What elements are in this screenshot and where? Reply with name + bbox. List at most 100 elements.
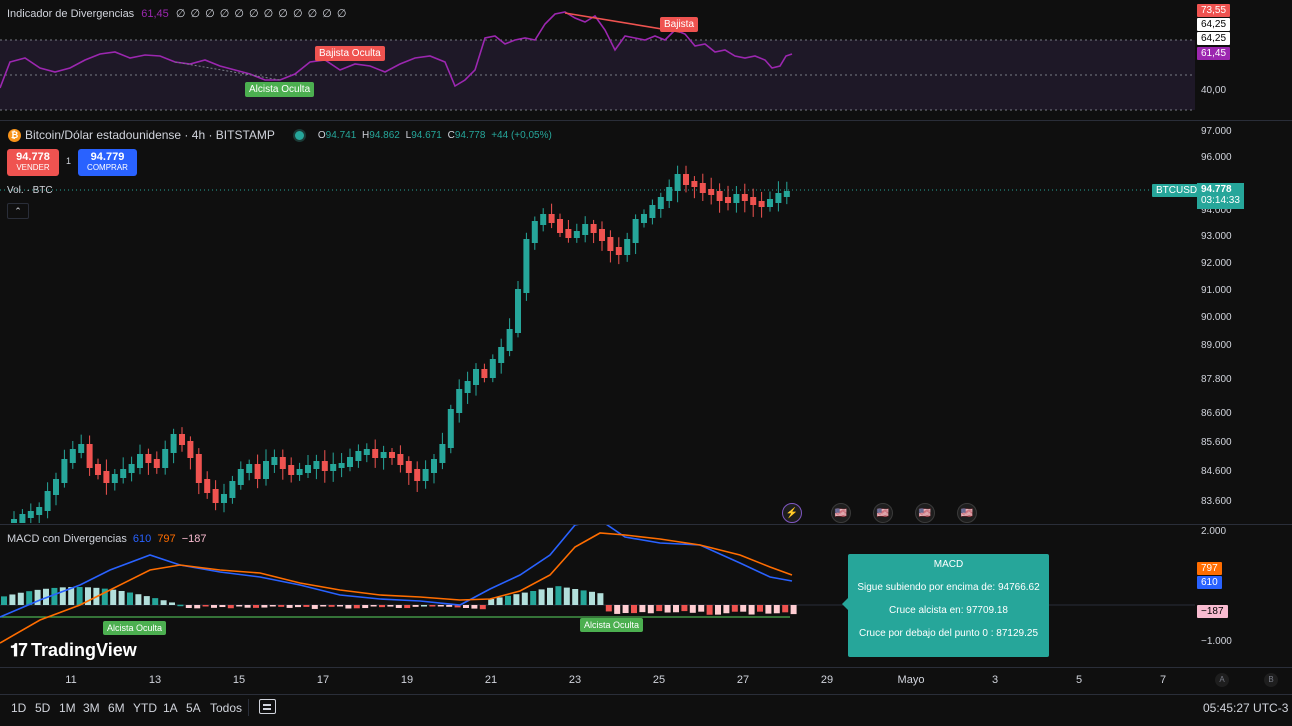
time-tick: 3 bbox=[991, 674, 999, 686]
label-bajista-oculta: Bajista Oculta bbox=[315, 46, 385, 61]
timeframe-1m[interactable]: 1M bbox=[59, 701, 76, 715]
pane-separator-2[interactable] bbox=[0, 524, 1292, 525]
us-flag-event-icon-4[interactable]: 🇺🇸 bbox=[957, 503, 977, 523]
tooltip-line-2: Cruce alcista en: 97709.18 bbox=[889, 605, 1008, 616]
symbol-legend[interactable]: ₿ Bitcoin/Dólar estadounidense · 4h · BI… bbox=[8, 128, 552, 142]
ohlc-change: +44 (+0,05%) bbox=[491, 129, 552, 141]
us-flag-event-icon-3[interactable]: 🇺🇸 bbox=[915, 503, 935, 523]
price-tick: 87.800 bbox=[1201, 374, 1232, 385]
rsi-tag-64a: 64,25 bbox=[1197, 18, 1231, 31]
sell-button[interactable]: 94.778 VENDER bbox=[7, 149, 59, 176]
time-tick: 7 bbox=[1159, 674, 1167, 686]
symbol-name: Bitcoin/Dólar estadounidense · 4h · BITS… bbox=[25, 128, 275, 142]
time-tick: 29 bbox=[820, 674, 834, 686]
rsi-placeholders: ∅ ∅ ∅ ∅ ∅ ∅ ∅ ∅ ∅ ∅ ∅ ∅ bbox=[175, 8, 348, 20]
timeframe-1d[interactable]: 1D bbox=[11, 701, 27, 715]
time-tick: 21 bbox=[484, 674, 498, 686]
sell-price: 94.778 bbox=[16, 151, 50, 163]
last-price-badge: 94.778 03:14:33 bbox=[1197, 183, 1244, 209]
rsi-pane[interactable]: Indicador de Divergencias 61,45 ∅ ∅ ∅ ∅ … bbox=[0, 0, 1195, 118]
label-alcista-oculta-macd-1: Alcista Oculta bbox=[103, 621, 167, 635]
macd-tick-bottom: −1.000 bbox=[1201, 636, 1232, 647]
market-status-icon bbox=[294, 130, 304, 140]
rsi-tick-40: 40,00 bbox=[1201, 85, 1227, 96]
macd-pane[interactable]: MACD con Divergencias 610 797 −187 Alcis… bbox=[0, 525, 1195, 665]
macd-legend[interactable]: MACD con Divergencias 610 797 −187 bbox=[7, 533, 207, 545]
timeframe-5a[interactable]: 5A bbox=[186, 701, 201, 715]
price-tick: 83.600 bbox=[1201, 496, 1232, 507]
buy-button[interactable]: 94.779 COMPRAR bbox=[78, 149, 137, 176]
price-axis[interactable]: 97.000 96.000 94.000 93.000 92.000 91.00… bbox=[1197, 121, 1292, 523]
time-tick: 27 bbox=[736, 674, 750, 686]
buy-label: COMPRAR bbox=[87, 163, 128, 172]
chevron-up-icon: ⌃ bbox=[14, 206, 22, 216]
ohlc-c: 94.778 bbox=[454, 129, 486, 141]
bitcoin-icon: ₿ bbox=[8, 128, 21, 142]
rsi-value: 61,45 bbox=[141, 8, 169, 20]
rsi-legend[interactable]: Indicador de Divergencias 61,45 ∅ ∅ ∅ ∅ … bbox=[7, 7, 347, 20]
pane-separator-1[interactable] bbox=[0, 120, 1292, 121]
price-tick: 92.000 bbox=[1201, 258, 1232, 269]
date-range-icon[interactable] bbox=[259, 699, 276, 714]
ohlc-l: 94.671 bbox=[411, 129, 442, 141]
time-tick: 19 bbox=[400, 674, 414, 686]
macd-badge-797: 797 bbox=[1197, 562, 1222, 575]
rsi-tag-73: 73,55 bbox=[1197, 4, 1231, 17]
brand-logo: 𝟏7 TradingView bbox=[10, 640, 137, 661]
buy-price: 94.779 bbox=[90, 151, 125, 163]
ohlc-h: 94.862 bbox=[369, 129, 400, 141]
timeframe-ytd[interactable]: YTD bbox=[133, 701, 157, 715]
volume-legend[interactable]: Vol. · BTC bbox=[7, 185, 53, 196]
collapse-legend-button[interactable]: ⌃ bbox=[7, 203, 29, 219]
price-tick: 86.600 bbox=[1201, 408, 1232, 419]
last-price: 94.778 bbox=[1201, 184, 1232, 195]
macd-value-3: −187 bbox=[181, 533, 207, 545]
price-tick: 97.000 bbox=[1201, 126, 1232, 137]
price-tick: 89.000 bbox=[1201, 340, 1232, 351]
candles-svg bbox=[0, 165, 1195, 523]
price-tick: 96.000 bbox=[1201, 152, 1232, 163]
spread-value: 1 bbox=[66, 156, 72, 166]
time-tick: 23 bbox=[568, 674, 582, 686]
time-tick: 17 bbox=[316, 674, 330, 686]
toolbar-separator bbox=[0, 694, 1292, 695]
rsi-title: Indicador de Divergencias bbox=[7, 8, 135, 20]
price-tick: 90.000 bbox=[1201, 312, 1232, 323]
price-tick: 91.000 bbox=[1201, 285, 1232, 296]
price-tick: 84.600 bbox=[1201, 466, 1232, 477]
time-tick: 13 bbox=[148, 674, 162, 686]
auto-scale-button[interactable]: A bbox=[1215, 673, 1229, 687]
us-flag-event-icon-2[interactable]: 🇺🇸 bbox=[873, 503, 893, 523]
sell-label: VENDER bbox=[16, 163, 50, 172]
macd-value-1: 610 bbox=[132, 533, 152, 545]
tradingview-logo-icon: 𝟏7 bbox=[10, 640, 28, 660]
timeframe-6m[interactable]: 6M bbox=[108, 701, 125, 715]
timeframe-todos[interactable]: Todos bbox=[210, 701, 243, 715]
price-pane[interactable] bbox=[0, 121, 1195, 523]
timeframe-3m[interactable]: 3M bbox=[83, 701, 100, 715]
tooltip-pointer bbox=[842, 598, 848, 610]
toolbar-divider bbox=[248, 699, 249, 716]
timeframe-1a[interactable]: 1A bbox=[163, 701, 178, 715]
tooltip-line-3: Cruce por debajo del punto 0 : 87129.25 bbox=[858, 628, 1039, 639]
label-alcista-oculta-rsi: Alcista Oculta bbox=[245, 82, 315, 97]
time-tick: 25 bbox=[652, 674, 666, 686]
ohlc-o: 94.741 bbox=[325, 129, 357, 141]
price-tick: 85.600 bbox=[1201, 437, 1232, 448]
time-tick: 11 bbox=[65, 674, 77, 686]
us-flag-event-icon-1[interactable]: 🇺🇸 bbox=[831, 503, 851, 523]
tooltip-title: MACD bbox=[933, 559, 964, 570]
price-tick: 94.000 bbox=[1201, 205, 1232, 216]
macd-tick-top: 2.000 bbox=[1201, 526, 1227, 537]
ohlc-l-label: L bbox=[405, 129, 412, 141]
rsi-tag-61: 61,45 bbox=[1197, 47, 1231, 60]
candle-countdown: 03:14:33 bbox=[1201, 195, 1240, 206]
clock[interactable]: 05:45:27 UTC-3 bbox=[1203, 701, 1289, 715]
log-scale-button[interactable]: B bbox=[1264, 673, 1278, 687]
timeframe-5d[interactable]: 5D bbox=[35, 701, 51, 715]
macd-title: MACD con Divergencias bbox=[7, 533, 127, 545]
ohlc-h-label: H bbox=[362, 129, 370, 141]
macd-tooltip: MACD Sigue subiendo por encima de: 94766… bbox=[842, 554, 1049, 657]
lightning-event-icon[interactable]: ⚡ bbox=[782, 503, 802, 523]
macd-badge-m187: −187 bbox=[1197, 605, 1228, 618]
